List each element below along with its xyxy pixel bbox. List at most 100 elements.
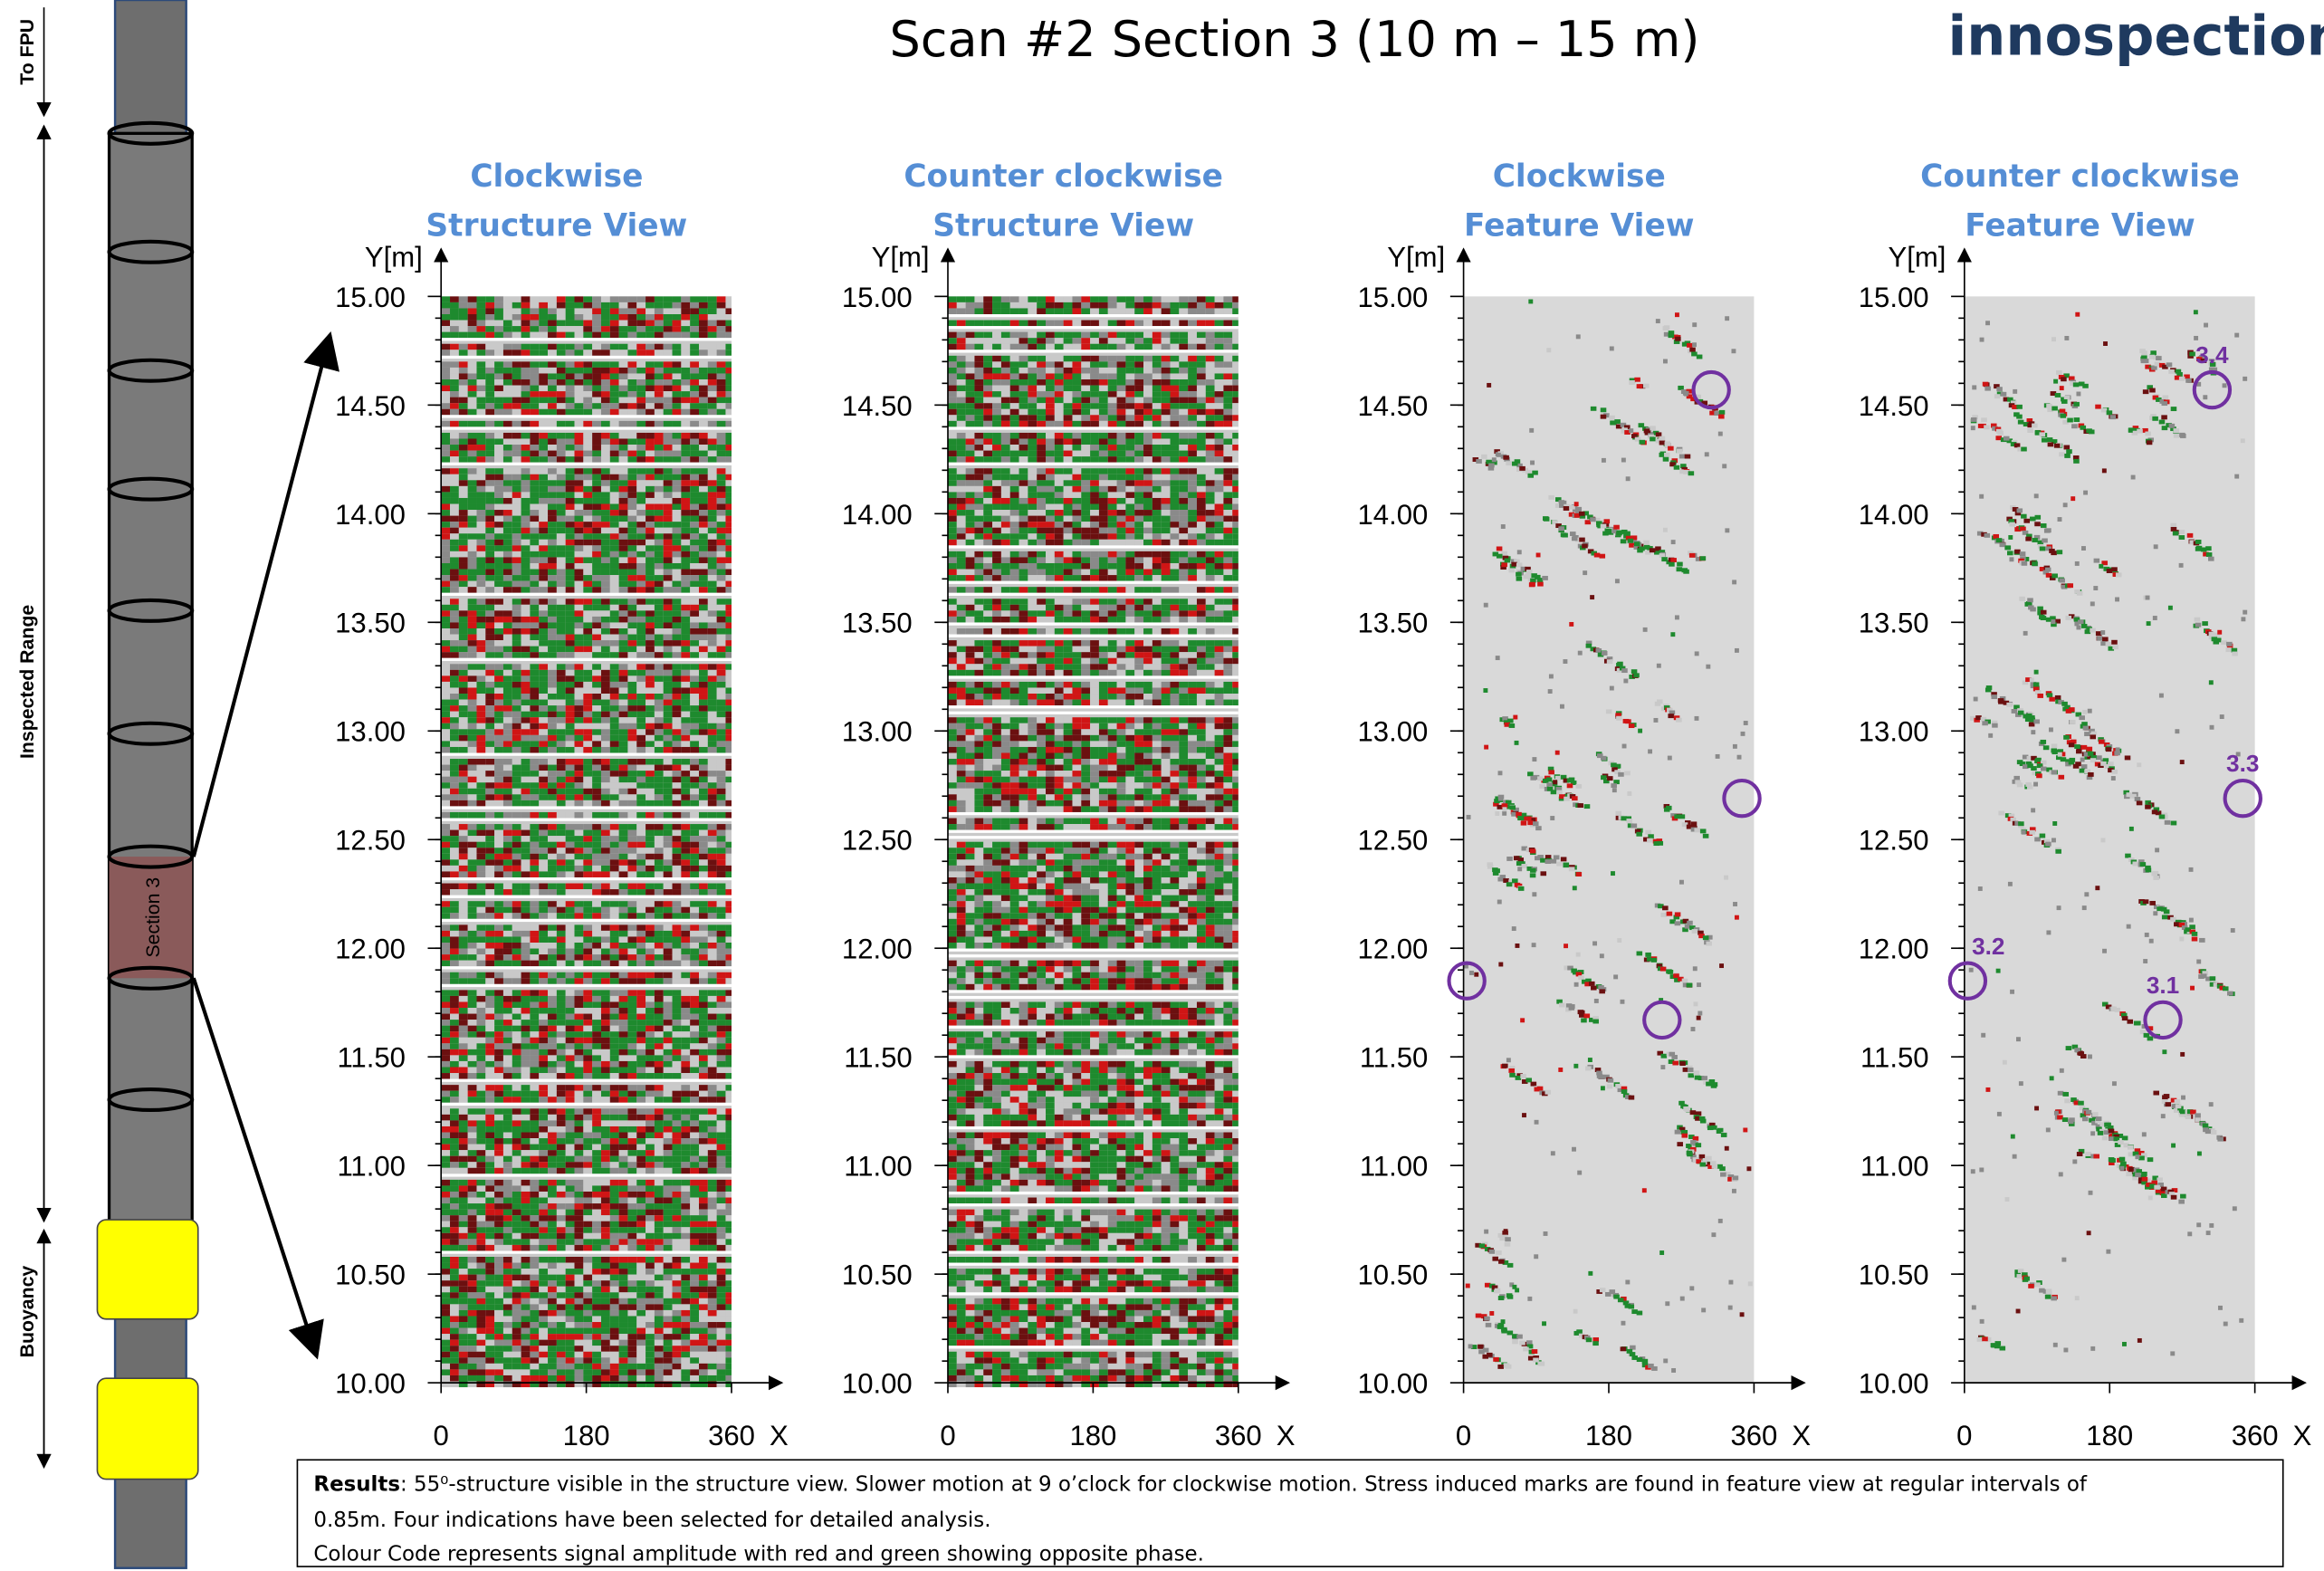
- cell: [646, 848, 655, 854]
- cell: [636, 1180, 646, 1186]
- cell: [690, 1292, 699, 1298]
- cell: [601, 1162, 610, 1168]
- cell: [601, 936, 610, 943]
- cell: [539, 723, 548, 730]
- cell: [485, 640, 494, 647]
- cell: [717, 610, 726, 617]
- cell: [681, 1257, 690, 1263]
- cell: [673, 936, 682, 943]
- cell: [592, 1120, 601, 1126]
- cell: [548, 687, 557, 694]
- cell: [673, 694, 682, 700]
- cell: [503, 836, 512, 842]
- cell: [601, 373, 610, 379]
- cell: [636, 451, 646, 457]
- cell: [725, 373, 732, 379]
- cell: [699, 670, 708, 676]
- cell: [664, 1198, 673, 1204]
- cell: [655, 533, 664, 540]
- cell: [512, 1280, 521, 1287]
- cell: [636, 1263, 646, 1269]
- cell: [619, 373, 628, 379]
- cell: [619, 765, 628, 771]
- cell: [468, 1185, 477, 1192]
- cell: [548, 1073, 557, 1079]
- cell: [583, 824, 592, 830]
- cell: [583, 1269, 592, 1275]
- cell: [646, 712, 655, 718]
- cell: [636, 540, 646, 546]
- cell: [476, 1108, 485, 1115]
- cell: [699, 468, 708, 474]
- cell: [636, 498, 646, 504]
- cell: [521, 1203, 531, 1210]
- cell: [548, 480, 557, 486]
- cell: [485, 996, 494, 1002]
- cell: [530, 949, 539, 955]
- cell: [530, 1008, 539, 1014]
- cell: [503, 717, 512, 723]
- cell: [601, 622, 610, 628]
- cell: [592, 782, 601, 789]
- cell: [708, 1198, 717, 1204]
- cell: [485, 1126, 494, 1133]
- cell: [601, 1067, 610, 1073]
- cell: [655, 694, 664, 700]
- cell: [717, 386, 726, 392]
- cell: [459, 308, 468, 314]
- cell: [619, 664, 628, 670]
- cell: [592, 1180, 601, 1186]
- cell: [468, 664, 477, 670]
- cell: [601, 605, 610, 611]
- cell: [494, 996, 503, 1002]
- cell: [725, 1221, 732, 1228]
- cell: [646, 628, 655, 635]
- cell: [681, 1292, 690, 1298]
- cell: [459, 1145, 468, 1151]
- cell: [690, 889, 699, 896]
- cell: [610, 741, 619, 747]
- cell: [673, 670, 682, 676]
- cell: [566, 1269, 575, 1275]
- cell: [636, 504, 646, 511]
- cell: [476, 1233, 485, 1240]
- cell: [610, 694, 619, 700]
- cell: [468, 373, 477, 379]
- cell: [610, 386, 619, 392]
- cell: [557, 1280, 566, 1287]
- cell: [566, 949, 575, 955]
- cell: [566, 789, 575, 795]
- cell: [459, 409, 468, 416]
- cell: [636, 949, 646, 955]
- cell: [521, 587, 531, 593]
- cell: [708, 782, 717, 789]
- cell: [681, 581, 690, 588]
- cell: [441, 486, 450, 493]
- cell: [485, 1168, 494, 1174]
- cell: [530, 943, 539, 949]
- cell: [601, 522, 610, 528]
- cell: [592, 386, 601, 392]
- cell: [557, 1061, 566, 1068]
- cell: [503, 599, 512, 605]
- cell: [494, 1145, 503, 1151]
- cell: [583, 498, 592, 504]
- cell: [664, 332, 673, 339]
- cell: [450, 391, 459, 398]
- cell: [627, 670, 636, 676]
- cell: [557, 433, 566, 439]
- cell: [548, 954, 557, 961]
- cell: [583, 587, 592, 593]
- cell: [690, 1215, 699, 1221]
- cell: [655, 848, 664, 854]
- cell: [512, 1227, 521, 1233]
- cell: [521, 1031, 531, 1038]
- cell: [619, 924, 628, 931]
- cell: [583, 640, 592, 647]
- cell: [539, 1067, 548, 1073]
- cell: [592, 575, 601, 581]
- cell: [566, 1020, 575, 1026]
- cell: [503, 664, 512, 670]
- cell: [539, 587, 548, 593]
- cell: [681, 1120, 690, 1126]
